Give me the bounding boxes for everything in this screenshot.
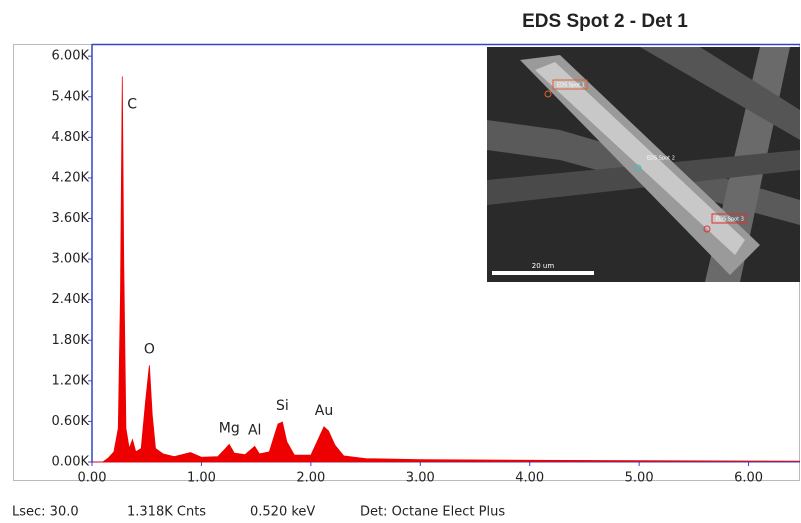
x-tick-label: 2.00 bbox=[296, 471, 325, 486]
y-tick-label: 0.00K bbox=[52, 455, 90, 470]
y-tick-label: 2.40K bbox=[52, 292, 90, 307]
y-tick-label: 3.00K bbox=[52, 252, 90, 267]
y-tick-label: 6.00K bbox=[52, 49, 90, 64]
footer-text: 1.318K Cnts bbox=[127, 505, 206, 520]
spot-marker bbox=[634, 164, 642, 172]
peak-label: O bbox=[144, 341, 155, 357]
spot-label: EDS Spot 1 bbox=[557, 83, 585, 89]
footer-text: Lsec: 30.0 bbox=[12, 505, 79, 520]
y-tick-label: 0.60K bbox=[52, 414, 90, 429]
peak-label: Mg bbox=[219, 420, 240, 436]
spot-marker bbox=[703, 225, 711, 233]
x-tick-label: 6.00 bbox=[734, 471, 763, 486]
spot-box bbox=[552, 79, 588, 90]
scale-bar bbox=[492, 271, 594, 275]
peak-label: Au bbox=[315, 403, 333, 419]
spot-label: EDS Spot 3 bbox=[716, 217, 744, 223]
y-tick-label: 1.80K bbox=[52, 333, 90, 348]
spot-label: EDS Spot 2 bbox=[647, 156, 675, 162]
spot-marker bbox=[544, 90, 552, 98]
footer-text: Det: Octane Elect Plus bbox=[360, 505, 505, 520]
chart-title: EDS Spot 2 - Det 1 bbox=[522, 11, 688, 32]
y-tick-label: 1.20K bbox=[52, 373, 90, 388]
x-tick-label: 3.00 bbox=[406, 471, 435, 486]
inset-image: EDS Spot 1 EDS Spot 2 EDS Spot 3 20 um bbox=[487, 47, 800, 282]
y-tick-label: 4.80K bbox=[52, 130, 90, 145]
x-tick-label: 1.00 bbox=[187, 471, 216, 486]
footer-text: 0.520 keV bbox=[250, 505, 315, 520]
y-tick-label: 3.60K bbox=[52, 211, 90, 226]
peak-label: C bbox=[127, 96, 137, 112]
x-tick-label: 0.00 bbox=[78, 471, 107, 486]
spectrum bbox=[91, 76, 801, 463]
y-tick-label: 5.40K bbox=[52, 89, 90, 104]
peak-label: Al bbox=[248, 422, 261, 438]
peak-label: Si bbox=[276, 398, 289, 414]
fiber bbox=[640, 47, 800, 140]
x-tick-label: 4.00 bbox=[515, 471, 544, 486]
spot-box bbox=[711, 213, 747, 224]
fiber bbox=[535, 62, 745, 255]
y-tick-label: 4.20K bbox=[52, 170, 90, 185]
scale-bar-label: 20 um bbox=[532, 262, 555, 270]
x-tick-label: 5.00 bbox=[625, 471, 654, 486]
